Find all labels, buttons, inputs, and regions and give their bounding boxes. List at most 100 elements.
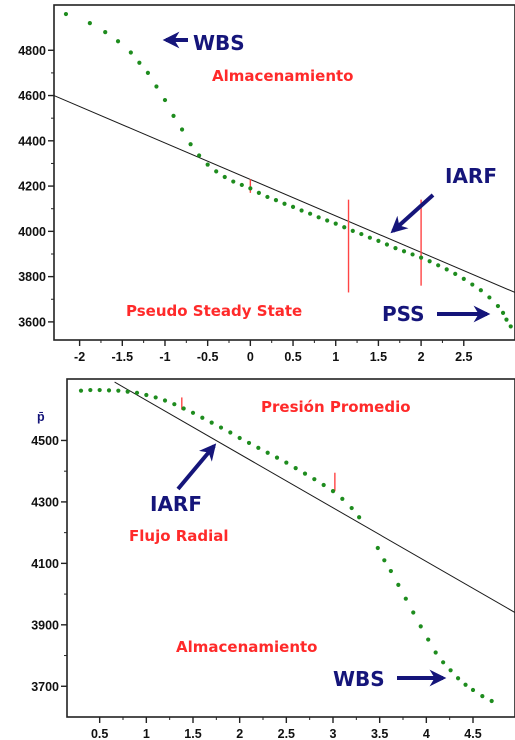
data-point — [441, 660, 446, 665]
data-point — [367, 235, 372, 240]
y-tick-label: 4400 — [18, 134, 46, 148]
y-tick-label: 4800 — [18, 44, 46, 58]
almacenamiento-label: Almacenamiento — [212, 67, 353, 85]
x-tick-label: 2.5 — [278, 727, 295, 740]
data-point — [273, 198, 279, 203]
x-tick-label: 2 — [418, 350, 425, 364]
almacenamiento-lower-label: Almacenamiento — [176, 638, 317, 656]
data-point — [500, 310, 506, 315]
data-point — [248, 186, 253, 191]
data-point — [388, 568, 393, 574]
x-tick-label: 2 — [236, 727, 243, 740]
data-point — [448, 668, 453, 673]
data-point — [299, 208, 304, 213]
flujo-radial-label: Flujo Radial — [129, 527, 229, 545]
data-point — [411, 610, 416, 615]
data-point — [478, 288, 483, 293]
data-point — [302, 471, 308, 476]
data-point — [342, 225, 347, 230]
data-point — [200, 415, 205, 420]
data-point — [325, 218, 330, 223]
y-tick-label: 3800 — [18, 270, 46, 284]
data-point — [134, 390, 140, 395]
y-tick-label: 4300 — [31, 495, 59, 509]
data-point — [214, 169, 219, 174]
data-point — [137, 60, 142, 65]
data-point — [190, 410, 196, 415]
x-tick-label: 1 — [332, 350, 339, 364]
x-tick-label: -2 — [74, 350, 85, 364]
data-point — [427, 259, 432, 264]
y-tick-label: 3900 — [31, 618, 59, 632]
data-point — [384, 242, 390, 247]
data-point — [393, 246, 398, 251]
data-point — [88, 387, 93, 393]
x-tick-label: 0 — [247, 350, 254, 364]
data-point — [418, 255, 424, 260]
data-point — [237, 435, 242, 441]
data-point — [403, 596, 408, 601]
data-point — [470, 687, 476, 693]
y-tick-label: 4000 — [18, 225, 46, 239]
data-point — [181, 406, 186, 411]
data-point — [274, 455, 280, 460]
pseudo-steady-state-label: Pseudo Steady State — [126, 302, 302, 320]
data-point — [453, 271, 458, 277]
pss-label: PSS — [382, 302, 425, 326]
y-tick-label: 3600 — [18, 315, 46, 329]
data-point — [349, 505, 354, 511]
data-point — [382, 558, 387, 563]
data-point — [480, 694, 485, 699]
lower-chart-panel: 0.5 1 1.5 2 2.5 3 3.5 4 4.5 4500 4300 4100 3900 3700… — [31, 378, 515, 740]
data-point — [401, 249, 407, 254]
data-point — [228, 430, 233, 435]
p-bar-symbol: p̄ — [37, 410, 45, 424]
data-point — [218, 425, 224, 430]
data-point — [418, 624, 423, 629]
data-point — [171, 113, 176, 119]
x-tick-label: 3.5 — [371, 727, 388, 740]
data-point — [87, 21, 92, 26]
data-point — [495, 303, 501, 309]
data-point — [436, 263, 441, 268]
x-tick-label: 4.5 — [464, 727, 481, 740]
data-point — [103, 30, 108, 35]
x-tick-label: 1.5 — [184, 727, 201, 740]
y-tick-label: 3700 — [31, 680, 59, 694]
data-point — [97, 387, 102, 393]
data-point — [162, 398, 168, 403]
x-tick-label: -0.5 — [197, 350, 219, 364]
data-point — [256, 445, 261, 450]
presion-promedio-label: Presión Promedio — [261, 398, 411, 416]
data-point — [209, 420, 214, 425]
trend-line — [114, 381, 515, 613]
iarf-arrow-icon — [390, 193, 435, 234]
iarf-lower-arrow-icon — [176, 443, 217, 491]
data-point — [487, 295, 492, 300]
data-point — [333, 221, 338, 226]
data-point — [144, 392, 149, 398]
data-point — [239, 182, 244, 188]
y-tick-label: 4500 — [31, 434, 59, 448]
data-point — [290, 204, 296, 210]
data-point — [489, 698, 494, 704]
data-point — [461, 276, 466, 281]
data-point — [396, 582, 401, 587]
data-point — [246, 440, 252, 446]
data-point — [375, 545, 380, 551]
data-point — [284, 460, 289, 465]
wbs-lower-label: WBS — [333, 667, 385, 691]
data-point — [231, 179, 236, 184]
data-point — [205, 162, 210, 167]
data-point — [179, 127, 185, 132]
data-point — [470, 282, 475, 287]
data-point — [188, 142, 193, 147]
x-tick-label: 0.5 — [91, 727, 108, 740]
data-point — [256, 190, 261, 195]
data-point — [444, 267, 449, 272]
upper-plot-frame — [53, 4, 515, 341]
x-tick-label: 0.5 — [284, 350, 301, 364]
data-point — [376, 238, 381, 243]
data-point — [357, 515, 362, 520]
